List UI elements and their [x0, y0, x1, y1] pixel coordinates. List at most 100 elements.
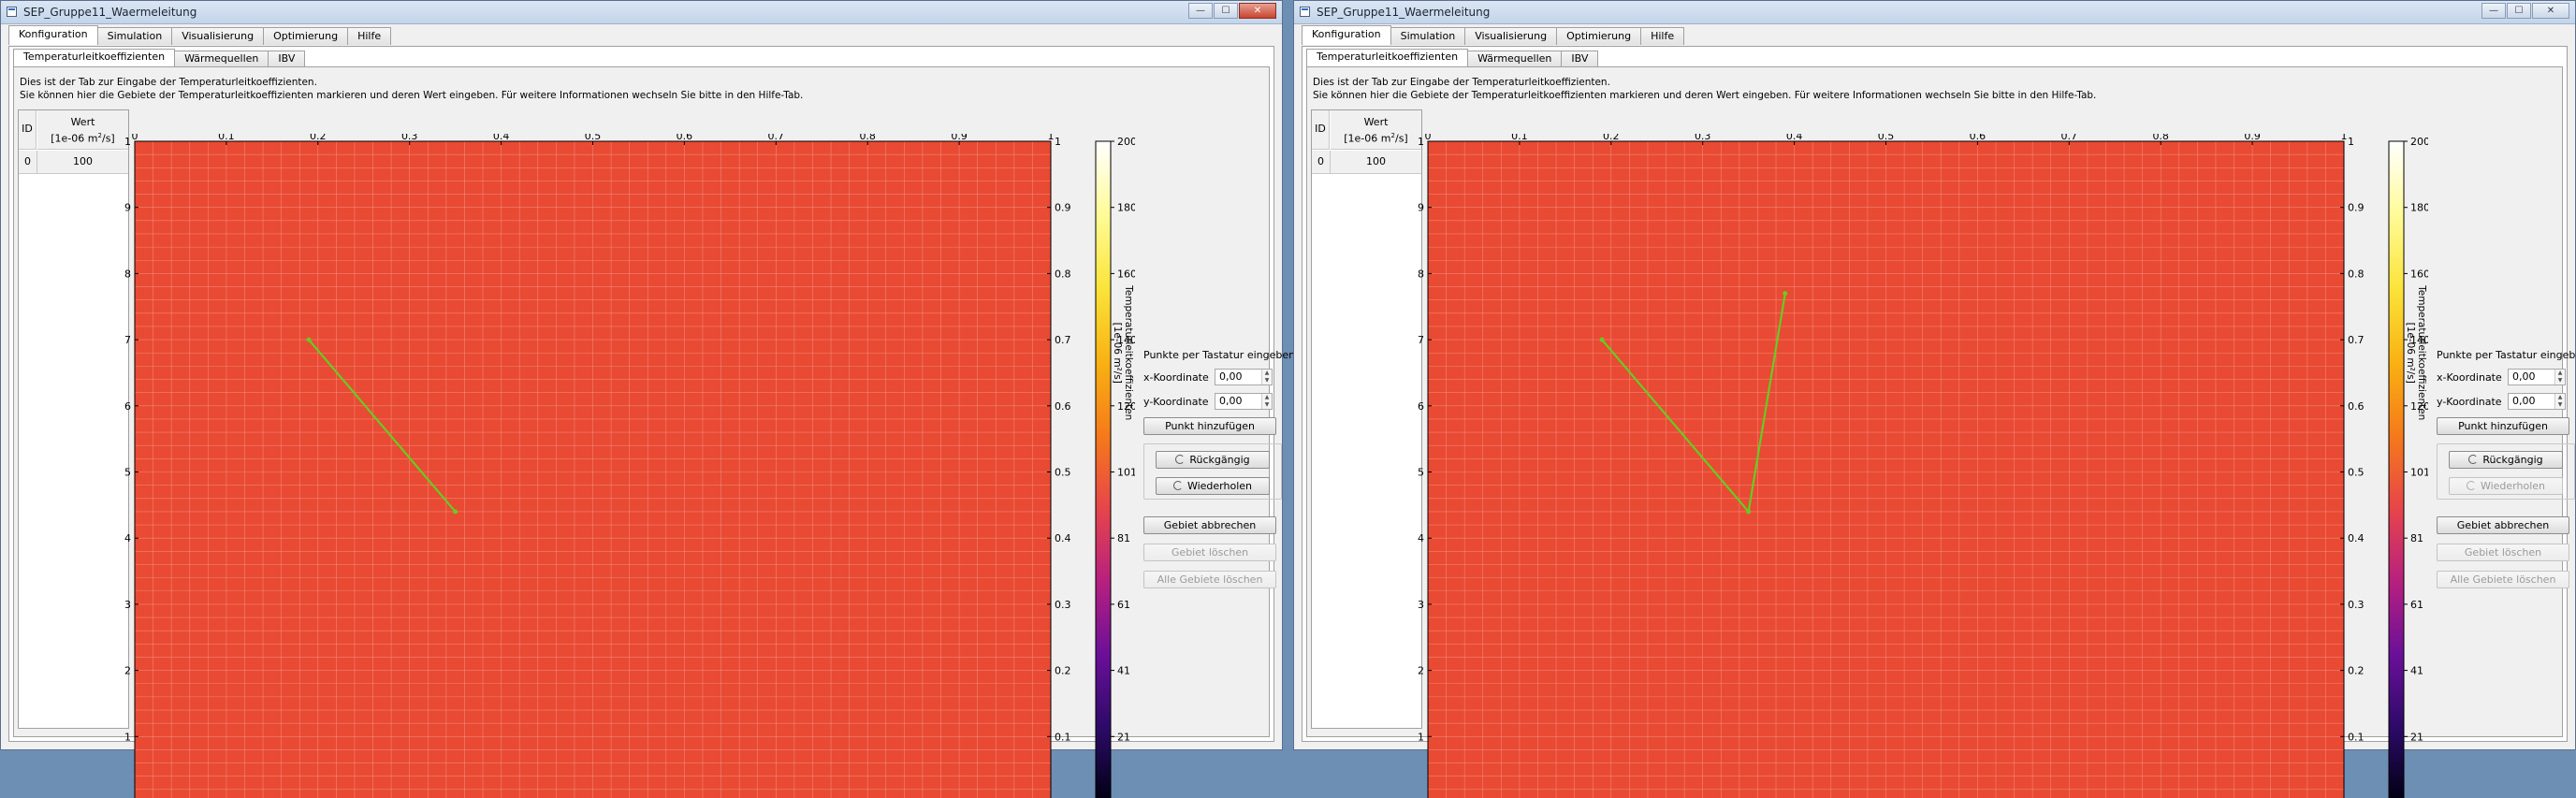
x-coordinate-label: x-Koordinate — [1143, 371, 1209, 384]
tab-simulation[interactable]: Simulation — [96, 27, 173, 45]
coefficient-plot[interactable]: 00000.10.10.10.10.20.20.20.20.30.30.30.3… — [124, 134, 1135, 798]
path-vertex[interactable] — [453, 509, 458, 515]
y-spin-arrows[interactable]: ▲ ▼ — [2554, 394, 2565, 409]
y-tick-left: 0.7 — [1418, 334, 1424, 346]
tab-visualisierung[interactable]: Visualisierung — [1464, 27, 1558, 45]
cancel-area-button[interactable]: Gebiet abbrechen — [1143, 516, 1276, 534]
x-coordinate-input[interactable]: 0,00 ▲ ▼ — [2508, 369, 2566, 385]
subtab-ibv[interactable]: IBV — [1561, 51, 1599, 66]
history-group: Rückgängig Wiederholen — [2437, 443, 2575, 500]
delete-all-areas-button[interactable]: Alle Gebiete löschen — [2437, 571, 2569, 588]
x-tick-top: 0.7 — [768, 134, 785, 142]
x-tick-top: 0.9 — [2244, 134, 2261, 142]
x-tick-top: 1 — [1048, 134, 1055, 142]
x-tick-top: 0.9 — [951, 134, 968, 142]
y-tick-right: 0.5 — [1055, 467, 1071, 479]
table-header-id[interactable]: ID — [19, 110, 36, 150]
tab-konfiguration[interactable]: Konfiguration — [8, 25, 98, 45]
subtab-temperaturleitkoeffizienten[interactable]: Temperaturleitkoeffizienten — [13, 49, 176, 66]
table-cell-value[interactable]: 100 — [1331, 151, 1421, 174]
y-tick-right: 0.4 — [2348, 532, 2365, 544]
path-vertex[interactable] — [1783, 291, 1788, 297]
x-tick-top: 0.8 — [859, 134, 876, 142]
y-spin-arrows[interactable]: ▲ ▼ — [1261, 394, 1272, 409]
delete-area-button[interactable]: Gebiet löschen — [1143, 544, 1276, 561]
x-tick-top: 0 — [1425, 134, 1432, 142]
title-bar[interactable]: SEP_Gruppe11_Waermeleitung — ☐ ✕ — [1294, 1, 2575, 24]
sub-tabbar: Temperaturleitkoeffizienten Wärmequellen… — [1306, 49, 1599, 67]
colorbar-tick: 180 — [1117, 202, 1135, 214]
colorbar — [1095, 140, 1112, 798]
tab-optimierung[interactable]: Optimierung — [263, 27, 349, 45]
path-vertex[interactable] — [1599, 337, 1605, 342]
delete-area-button[interactable]: Gebiet löschen — [2437, 544, 2569, 561]
table-cell-id[interactable]: 0 — [1312, 151, 1331, 174]
add-point-button[interactable]: Punkt hinzufügen — [1143, 417, 1276, 435]
y-tick-left: 0.2 — [124, 665, 131, 677]
subtab-waermequellen[interactable]: Wärmequellen — [1467, 51, 1563, 66]
y-tick-right: 0.5 — [2348, 467, 2365, 479]
colorbar-tick: 61 — [2410, 599, 2423, 611]
colorbar-tick: 200 — [1117, 136, 1135, 148]
table-header-value[interactable]: Wert [1e-06 m2/s] — [37, 110, 128, 150]
add-point-button[interactable]: Punkt hinzufügen — [2437, 417, 2569, 435]
tab-optimierung[interactable]: Optimierung — [1556, 27, 1642, 45]
redo-icon — [2466, 481, 2476, 490]
history-group: Rückgängig Wiederholen — [1143, 443, 1282, 500]
tab-hilfe[interactable]: Hilfe — [1640, 27, 1685, 45]
tab-simulation[interactable]: Simulation — [1390, 27, 1466, 45]
colorbar-unit: [1e-06 m²/s] — [1112, 323, 1123, 384]
info-text: Dies ist der Tab zur Eingabe der Tempera… — [1313, 76, 2096, 102]
colorbar-tick: 160 — [1117, 268, 1135, 280]
x-tick-top: 0.7 — [2061, 134, 2078, 142]
table-header-value[interactable]: Wert [1e-06 m2/s] — [1331, 110, 1421, 150]
colorbar-tick: 140 — [1117, 334, 1135, 346]
minimize-button[interactable]: — — [2481, 3, 2506, 19]
window-title: SEP_Gruppe11_Waermeleitung — [1317, 6, 1491, 19]
table-header-id[interactable]: ID — [1312, 110, 1330, 150]
path-vertex[interactable] — [306, 337, 312, 342]
tab-visualisierung[interactable]: Visualisierung — [171, 27, 265, 45]
minimize-button[interactable]: — — [1188, 3, 1213, 19]
x-tick-top: 0.6 — [1970, 134, 1987, 142]
redo-button[interactable]: Wiederholen — [1156, 477, 1270, 495]
app-icon — [7, 7, 17, 17]
delete-all-areas-button[interactable]: Alle Gebiete löschen — [1143, 571, 1276, 588]
y-coordinate-value: 0,00 — [1219, 395, 1243, 407]
y-tick-right: 1 — [2348, 136, 2354, 148]
colorbar-tick: 200 — [2410, 136, 2428, 148]
tab-hilfe[interactable]: Hilfe — [347, 27, 392, 45]
maximize-button[interactable]: ☐ — [1214, 3, 1238, 19]
undo-button[interactable]: Rückgängig — [1156, 451, 1270, 469]
cancel-area-button[interactable]: Gebiet abbrechen — [2437, 516, 2569, 534]
subtab-ibv[interactable]: IBV — [268, 51, 306, 66]
coefficient-plot[interactable]: 00000.10.10.10.10.20.20.20.20.30.30.30.3… — [1418, 134, 2428, 798]
colorbar-tick: 120 — [1117, 400, 1135, 413]
coefficient-panel: Dies ist der Tab zur Eingabe der Tempera… — [1306, 66, 2576, 798]
path-vertex[interactable] — [1746, 509, 1752, 515]
undo-label: Rückgängig — [1189, 454, 1250, 466]
y-tick-left: 0.3 — [124, 599, 131, 611]
subtab-waermequellen[interactable]: Wärmequellen — [174, 51, 269, 66]
table-cell-id[interactable]: 0 — [19, 151, 37, 174]
y-tick-left: 0.4 — [1418, 532, 1424, 544]
y-tick-right: 0.3 — [2348, 599, 2365, 611]
subtab-temperaturleitkoeffizienten[interactable]: Temperaturleitkoeffizienten — [1306, 49, 1469, 66]
x-tick-top: 0.1 — [218, 134, 235, 142]
maximize-button[interactable]: ☐ — [2507, 3, 2531, 19]
x-coordinate-input[interactable]: 0,00 ▲ ▼ — [1215, 369, 1273, 385]
x-spin-arrows[interactable]: ▲ ▼ — [1261, 370, 1272, 384]
tab-konfiguration[interactable]: Konfiguration — [1302, 25, 1391, 45]
y-coordinate-input[interactable]: 0,00 ▲ ▼ — [1215, 393, 1273, 410]
y-coordinate-input[interactable]: 0,00 ▲ ▼ — [2508, 393, 2566, 410]
redo-button[interactable]: Wiederholen — [2449, 477, 2563, 495]
title-bar[interactable]: SEP_Gruppe11_Waermeleitung — ☐ ✕ — [1, 1, 1282, 24]
main-tabbar: Konfiguration Simulation Visualisierung … — [1302, 25, 1685, 46]
area-outline-path[interactable] — [308, 339, 457, 513]
close-button[interactable]: ✕ — [1239, 3, 1276, 19]
undo-button[interactable]: Rückgängig — [2449, 451, 2563, 469]
table-header-value-label: Wert — [70, 116, 95, 128]
x-spin-arrows[interactable]: ▲ ▼ — [2554, 370, 2565, 384]
close-button[interactable]: ✕ — [2532, 3, 2569, 19]
table-cell-value[interactable]: 100 — [37, 151, 128, 174]
